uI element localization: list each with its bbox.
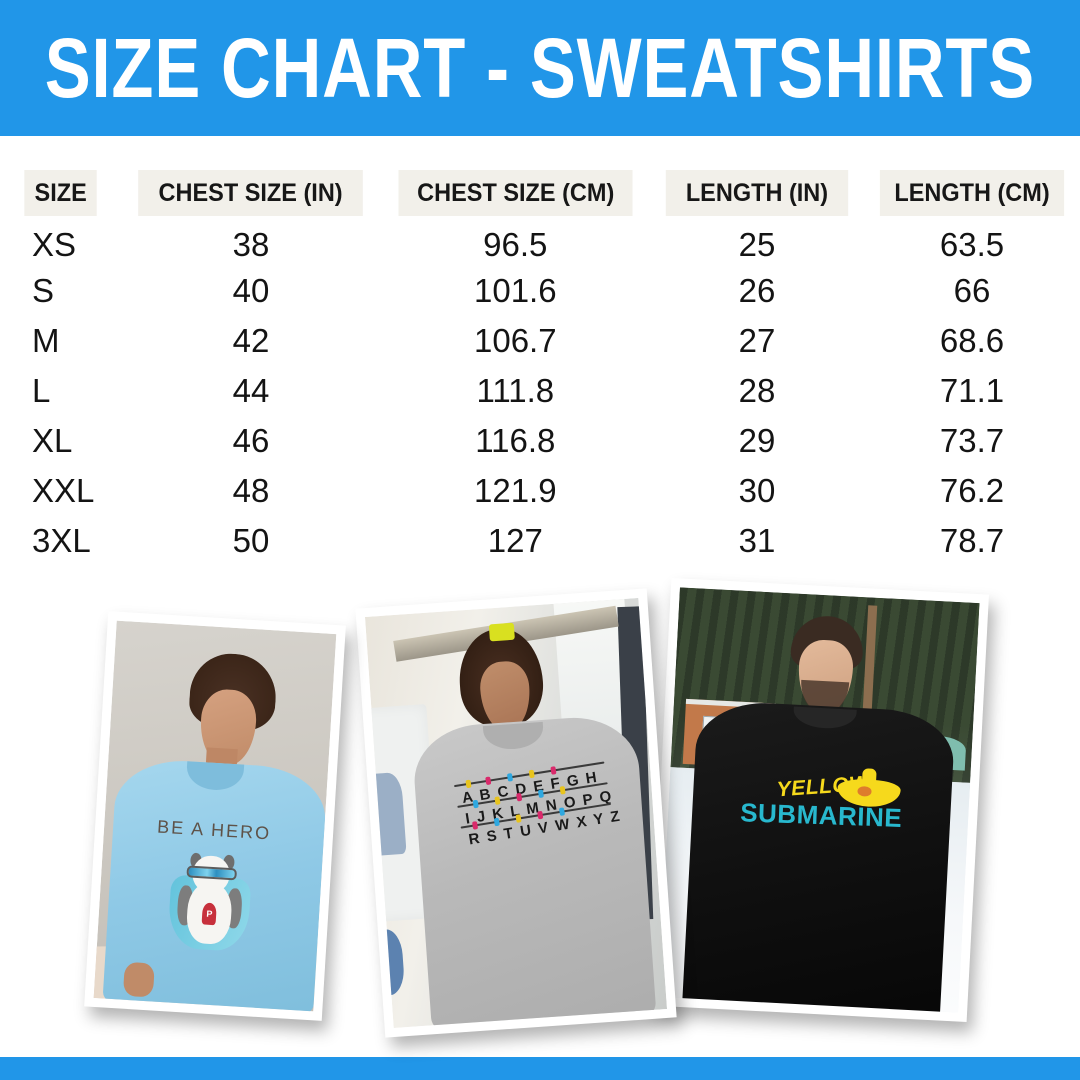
table-row: 3XL 50 127 31 78.7	[0, 516, 1080, 566]
cell-chest-in: 44	[232, 372, 270, 409]
bulb-icon	[471, 821, 478, 830]
cell-length-in: 26	[738, 272, 776, 309]
cell-chest-cm: 127	[487, 522, 543, 559]
cell-length-cm: 78.7	[939, 522, 1005, 559]
panda-hero-icon: P	[165, 851, 254, 954]
cell-length-in: 27	[738, 322, 776, 359]
bulb-icon	[537, 789, 544, 799]
cell-size: XS	[32, 226, 77, 263]
cell-chest-cm: 111.8	[476, 372, 555, 409]
table-row: M 42 106.7 27 68.6	[0, 316, 1080, 366]
cell-chest-in: 50	[232, 522, 270, 559]
column-header-chest-cm-label: CHEST SIZE (CM)	[398, 170, 633, 216]
cell-length-cm: 66	[953, 272, 991, 309]
cell-size: XL	[32, 422, 73, 459]
column-header-chest-cm: CHEST SIZE (CM)	[381, 170, 650, 216]
table-row: XL 46 116.8 29 73.7	[0, 416, 1080, 466]
table-row: S 40 101.6 26 66	[0, 266, 1080, 316]
panda-emblem: P	[201, 902, 218, 925]
cell-length-in: 30	[738, 472, 776, 509]
page-title: SIZE CHART - SWEATSHIRTS	[44, 21, 1036, 115]
cell-length-in: 28	[738, 372, 776, 409]
bulb-icon	[515, 814, 522, 823]
hair-clip	[489, 623, 515, 642]
bulb-icon	[493, 817, 500, 827]
cell-length-cm: 73.7	[939, 422, 1005, 459]
cell-size: XXL	[32, 472, 95, 509]
bulb-icon	[559, 785, 566, 795]
table-row: L 44 111.8 28 71.1	[0, 366, 1080, 416]
cell-chest-in: 48	[232, 472, 270, 509]
chair-seat	[364, 928, 406, 997]
cell-length-cm: 63.5	[939, 226, 1005, 263]
model-hand	[122, 961, 156, 998]
bulb-icon	[484, 776, 492, 786]
bulb-icon	[494, 796, 501, 806]
column-header-length-in: LENGTH (IN)	[650, 170, 864, 216]
footer-bar	[0, 1057, 1080, 1080]
product-photo-blue-sweatshirt: BE A HERO P	[84, 611, 346, 1021]
cell-chest-cm: 116.8	[475, 422, 556, 459]
bulb-icon	[550, 766, 557, 775]
cell-size: 3XL	[32, 522, 91, 559]
photo-content: YELLOW SUBMARINE	[658, 587, 980, 1013]
column-header-chest-in: CHEST SIZE (IN)	[121, 170, 380, 216]
bulb-icon	[528, 769, 535, 779]
size-chart-table: SIZE CHEST SIZE (IN) CHEST SIZE (CM) LEN…	[0, 170, 1080, 566]
cell-chest-cm: 96.5	[483, 226, 548, 263]
graphic-text-submarine: SUBMARINE	[739, 797, 903, 834]
table-header-row: SIZE CHEST SIZE (IN) CHEST SIZE (CM) LEN…	[0, 170, 1080, 216]
bulb-icon	[558, 807, 565, 817]
cell-chest-in: 40	[232, 272, 270, 309]
cell-size: M	[32, 322, 60, 359]
bulb-icon	[515, 792, 522, 802]
cell-length-in: 31	[738, 522, 776, 559]
photo-content: A B C D E F G H I J K L M N O P Q	[364, 597, 668, 1029]
photo-collage: BE A HERO P	[0, 577, 1080, 1048]
bulb-icon	[465, 779, 472, 789]
bulb-icon	[472, 799, 479, 809]
submarine-tower	[861, 768, 877, 783]
cell-length-in: 25	[738, 226, 776, 263]
product-photo-black-sweatshirt: YELLOW SUBMARINE	[649, 577, 989, 1023]
column-header-chest-in-label: CHEST SIZE (IN)	[138, 170, 364, 216]
table-row: XS 38 96.5 25 63.5	[0, 216, 1080, 266]
table-row: XXL 48 121.9 30 76.2	[0, 466, 1080, 516]
bulb-icon	[536, 810, 544, 820]
product-photo-grey-sweatshirt: A B C D E F G H I J K L M N O P Q	[355, 588, 677, 1038]
cell-length-cm: 76.2	[939, 472, 1005, 509]
cell-chest-in: 38	[232, 226, 270, 263]
cell-length-cm: 71.1	[939, 372, 1005, 409]
cell-chest-in: 42	[232, 322, 270, 359]
column-header-size-label: SIZE	[24, 170, 98, 216]
cell-size: L	[32, 372, 51, 409]
cell-chest-cm: 121.9	[473, 472, 557, 509]
table-body: XS 38 96.5 25 63.5 S 40 101.6 26 66 M 42…	[0, 216, 1080, 566]
alphabet-lights-graphic: A B C D E F G H I J K L M N O P Q	[453, 761, 622, 896]
column-header-length-cm-label: LENGTH (CM)	[879, 170, 1065, 216]
cell-size: S	[32, 272, 55, 309]
column-header-length-in-label: LENGTH (IN)	[665, 170, 849, 216]
column-header-length-cm: LENGTH (CM)	[864, 170, 1080, 216]
column-header-size: SIZE	[0, 170, 121, 216]
yellow-submarine-graphic: YELLOW SUBMARINE	[726, 768, 916, 871]
bulb-icon	[506, 773, 513, 782]
cell-length-in: 29	[738, 422, 776, 459]
photo-content: BE A HERO P	[93, 620, 337, 1012]
submarine-porthole	[857, 786, 872, 797]
cell-chest-cm: 101.6	[473, 272, 557, 309]
chair-back	[364, 771, 407, 857]
measurements-table: SIZE CHEST SIZE (IN) CHEST SIZE (CM) LEN…	[0, 170, 1080, 566]
header-banner: SIZE CHART - SWEATSHIRTS	[0, 0, 1080, 136]
cell-chest-in: 46	[232, 422, 270, 459]
cell-length-cm: 68.6	[939, 322, 1005, 359]
cell-chest-cm: 106.7	[473, 322, 557, 359]
